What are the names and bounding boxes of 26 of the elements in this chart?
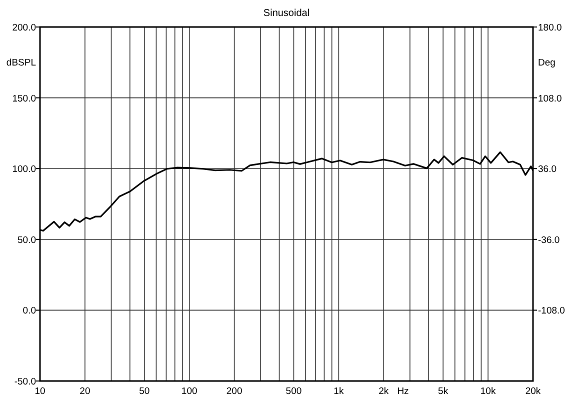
x-tick-label: 500: [286, 386, 302, 397]
x-tick-label: 50: [139, 386, 150, 397]
x-tick-label: 20k: [525, 386, 541, 397]
y2-tick-label: 36.0: [538, 164, 556, 176]
y2-axis-title: Deg: [538, 57, 556, 68]
y2-tick-label: -108.0: [538, 306, 565, 317]
y-axis-title: dBSPL: [6, 57, 36, 68]
x-tick-label: 10: [34, 386, 46, 397]
x-tick-label: 5k: [438, 386, 448, 397]
x-tick-label: 100: [181, 386, 198, 397]
chart-title: Sinusoidal: [263, 8, 310, 19]
y-tick-label: 100.0: [12, 164, 36, 176]
x-axis-title: Hz: [397, 386, 410, 397]
y-tick-label: 150.0: [12, 93, 36, 104]
x-tick-label: 200: [226, 386, 242, 397]
y-tick-label: -50.0: [14, 376, 36, 388]
x-tick-label: 1k: [334, 386, 344, 397]
y-tick-label: 50.0: [18, 234, 36, 246]
x-tick-label: 10k: [480, 386, 496, 397]
y2-tick-label: 180.0: [538, 22, 562, 34]
y2-tick-label: 108.0: [538, 93, 562, 104]
x-tick-label: 20: [80, 386, 90, 397]
y2-tick-label: -36.0: [538, 234, 560, 246]
y-tick-label: 200.0: [12, 22, 36, 34]
x-tick-label: 2k: [378, 386, 389, 397]
y-tick-label: 0.0: [22, 306, 36, 317]
